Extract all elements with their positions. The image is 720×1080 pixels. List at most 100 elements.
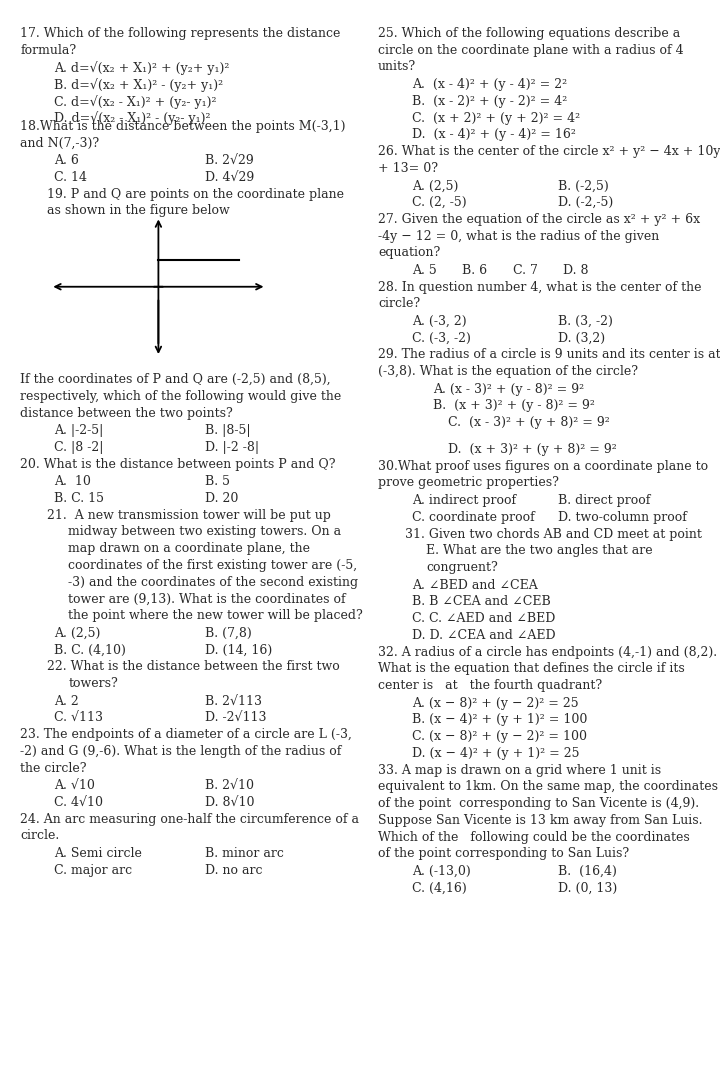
- Text: A. ∠BED and ∠CEA: A. ∠BED and ∠CEA: [412, 579, 538, 592]
- Text: B.  (x + 3)² + (y - 8)² = 9²: B. (x + 3)² + (y - 8)² = 9²: [433, 400, 595, 413]
- Text: circle?: circle?: [378, 297, 420, 310]
- Text: D. D. ∠CEA and ∠AED: D. D. ∠CEA and ∠AED: [412, 629, 555, 642]
- Text: E. What are the two angles that are: E. What are the two angles that are: [426, 544, 653, 557]
- Text: B. d=√(x₂ + X₁)² - (y₂+ y₁)²: B. d=√(x₂ + X₁)² - (y₂+ y₁)²: [54, 78, 223, 92]
- Text: A. (2,5): A. (2,5): [412, 179, 458, 192]
- Text: B. C. (4,10): B. C. (4,10): [54, 644, 126, 657]
- Text: D. (-2,-5): D. (-2,-5): [558, 197, 613, 210]
- Text: C.  (x - 3)² + (y + 8)² = 9²: C. (x - 3)² + (y + 8)² = 9²: [448, 416, 610, 429]
- Text: 23. The endpoints of a diameter of a circle are L (-3,: 23. The endpoints of a diameter of a cir…: [20, 728, 352, 741]
- Text: B. minor arc: B. minor arc: [205, 847, 284, 860]
- Text: D. 8√10: D. 8√10: [205, 796, 255, 809]
- Text: B. |8-5|: B. |8-5|: [205, 424, 251, 437]
- Text: C. 4√10: C. 4√10: [54, 796, 103, 809]
- Text: D. no arc: D. no arc: [205, 864, 263, 877]
- Text: center is   at   the fourth quadrant?: center is at the fourth quadrant?: [378, 679, 602, 692]
- Text: B. (-2,5): B. (-2,5): [558, 179, 608, 192]
- Text: B. (3, -2): B. (3, -2): [558, 315, 613, 328]
- Text: B. direct proof: B. direct proof: [558, 494, 650, 507]
- Text: B. 6: B. 6: [462, 264, 487, 276]
- Text: D. 4√29: D. 4√29: [205, 171, 254, 184]
- Text: B. (x − 4)² + (y + 1)² = 100: B. (x − 4)² + (y + 1)² = 100: [412, 714, 588, 727]
- Text: If the coordinates of P and Q are (-2,5) and (8,5),: If the coordinates of P and Q are (-2,5)…: [20, 373, 330, 387]
- Text: C. (x − 8)² + (y − 2)² = 100: C. (x − 8)² + (y − 2)² = 100: [412, 730, 587, 743]
- Text: 24. An arc measuring one-half the circumference of a: 24. An arc measuring one-half the circum…: [20, 812, 359, 825]
- Text: B.  (16,4): B. (16,4): [558, 865, 617, 878]
- Text: of the point  corresponding to San Vicente is (4,9).: of the point corresponding to San Vicent…: [378, 797, 699, 810]
- Text: D.  (x + 3)² + (y + 8)² = 9²: D. (x + 3)² + (y + 8)² = 9²: [448, 443, 616, 456]
- Text: circle on the coordinate plane with a radius of 4: circle on the coordinate plane with a ra…: [378, 43, 683, 57]
- Text: 17. Which of the following represents the distance: 17. Which of the following represents th…: [20, 27, 341, 40]
- Text: A. (x - 3)² + (y - 8)² = 9²: A. (x - 3)² + (y - 8)² = 9²: [433, 382, 585, 395]
- Text: C. major arc: C. major arc: [54, 864, 132, 877]
- Text: A. (-13,0): A. (-13,0): [412, 865, 471, 878]
- Text: C. (4,16): C. (4,16): [412, 881, 467, 894]
- Text: A. 5: A. 5: [412, 264, 436, 276]
- Text: What is the equation that defines the circle if its: What is the equation that defines the ci…: [378, 662, 685, 675]
- Text: + 13= 0?: + 13= 0?: [378, 162, 438, 175]
- Text: A. 6: A. 6: [54, 154, 79, 167]
- Text: D. (0, 13): D. (0, 13): [558, 881, 617, 894]
- Text: B. 2√113: B. 2√113: [205, 694, 262, 707]
- Text: map drawn on a coordinate plane, the: map drawn on a coordinate plane, the: [68, 542, 310, 555]
- Text: formula?: formula?: [20, 43, 76, 57]
- Text: circle.: circle.: [20, 829, 60, 842]
- Text: B. 2√29: B. 2√29: [205, 154, 254, 167]
- Text: C. (-3, -2): C. (-3, -2): [412, 332, 471, 345]
- Text: B. 5: B. 5: [205, 475, 230, 488]
- Text: (-3,8). What is the equation of the circle?: (-3,8). What is the equation of the circ…: [378, 365, 638, 378]
- Text: A. Semi circle: A. Semi circle: [54, 847, 142, 860]
- Text: equivalent to 1km. On the same map, the coordinates: equivalent to 1km. On the same map, the …: [378, 781, 718, 794]
- Text: C. 7: C. 7: [513, 264, 538, 276]
- Text: equation?: equation?: [378, 246, 440, 259]
- Text: A. 2: A. 2: [54, 694, 78, 707]
- Text: towers?: towers?: [68, 677, 118, 690]
- Text: C. 14: C. 14: [54, 171, 87, 184]
- Text: C. |8 -2|: C. |8 -2|: [54, 441, 104, 454]
- Text: B. B ∠CEA and ∠CEB: B. B ∠CEA and ∠CEB: [412, 595, 551, 608]
- Text: units?: units?: [378, 60, 416, 73]
- Text: A. (2,5): A. (2,5): [54, 626, 100, 639]
- Text: 25. Which of the following equations describe a: 25. Which of the following equations des…: [378, 27, 680, 40]
- Text: 20. What is the distance between points P and Q?: 20. What is the distance between points …: [20, 458, 336, 471]
- Text: distance between the two points?: distance between the two points?: [20, 406, 233, 420]
- Text: 30.What proof uses figures on a coordinate plane to: 30.What proof uses figures on a coordina…: [378, 460, 708, 473]
- Text: -3) and the coordinates of the second existing: -3) and the coordinates of the second ex…: [68, 576, 359, 589]
- Text: tower are (9,13). What is the coordinates of: tower are (9,13). What is the coordinate…: [68, 593, 346, 606]
- Text: C. √113: C. √113: [54, 712, 103, 725]
- Text: prove geometric properties?: prove geometric properties?: [378, 476, 559, 489]
- Text: A. |-2-5|: A. |-2-5|: [54, 424, 104, 437]
- Text: A.  10: A. 10: [54, 475, 91, 488]
- Text: A.  (x - 4)² + (y - 4)² = 2²: A. (x - 4)² + (y - 4)² = 2²: [412, 78, 567, 91]
- Text: D. 8: D. 8: [563, 264, 588, 276]
- Text: D. two-column proof: D. two-column proof: [558, 511, 687, 524]
- Text: B.  (x - 2)² + (y - 2)² = 4²: B. (x - 2)² + (y - 2)² = 4²: [412, 95, 567, 108]
- Text: B. 2√10: B. 2√10: [205, 779, 254, 792]
- Text: D. (14, 16): D. (14, 16): [205, 644, 272, 657]
- Text: D. 20: D. 20: [205, 492, 238, 505]
- Text: congruent?: congruent?: [426, 561, 498, 573]
- Text: A. (x − 8)² + (y − 2)² = 25: A. (x − 8)² + (y − 2)² = 25: [412, 697, 578, 710]
- Text: C. coordinate proof: C. coordinate proof: [412, 511, 534, 524]
- Text: 32. A radius of a circle has endpoints (4,-1) and (8,2).: 32. A radius of a circle has endpoints (…: [378, 646, 717, 659]
- Text: coordinates of the first existing tower are (-5,: coordinates of the first existing tower …: [68, 559, 358, 572]
- Text: 29. The radius of a circle is 9 units and its center is at: 29. The radius of a circle is 9 units an…: [378, 349, 720, 362]
- Text: and N(7,-3)?: and N(7,-3)?: [20, 137, 99, 150]
- Text: B. (7,8): B. (7,8): [205, 626, 252, 639]
- Text: the circle?: the circle?: [20, 761, 86, 774]
- Text: D.  (x - 4)² + (y - 4)² = 16²: D. (x - 4)² + (y - 4)² = 16²: [412, 129, 576, 141]
- Text: C. C. ∠AED and ∠BED: C. C. ∠AED and ∠BED: [412, 612, 555, 625]
- Text: as shown in the figure below: as shown in the figure below: [47, 204, 230, 217]
- Text: of the point corresponding to San Luis?: of the point corresponding to San Luis?: [378, 848, 629, 861]
- Text: 26. What is the center of the circle x² + y² − 4x + 10y: 26. What is the center of the circle x² …: [378, 145, 720, 158]
- Text: C. d=√(x₂ - X₁)² + (y₂- y₁)²: C. d=√(x₂ - X₁)² + (y₂- y₁)²: [54, 95, 217, 108]
- Text: C.  (x + 2)² + (y + 2)² = 4²: C. (x + 2)² + (y + 2)² = 4²: [412, 111, 580, 124]
- Text: B. C. 15: B. C. 15: [54, 492, 104, 505]
- Text: 22. What is the distance between the first two: 22. What is the distance between the fir…: [47, 660, 340, 673]
- Text: 28. In question number 4, what is the center of the: 28. In question number 4, what is the ce…: [378, 281, 701, 294]
- Text: 19. P and Q are points on the coordinate plane: 19. P and Q are points on the coordinate…: [47, 188, 344, 201]
- Text: A. √10: A. √10: [54, 779, 95, 792]
- Text: D. -2√113: D. -2√113: [205, 712, 266, 725]
- Text: Which of the   following could be the coordinates: Which of the following could be the coor…: [378, 831, 690, 843]
- Text: D. (3,2): D. (3,2): [558, 332, 605, 345]
